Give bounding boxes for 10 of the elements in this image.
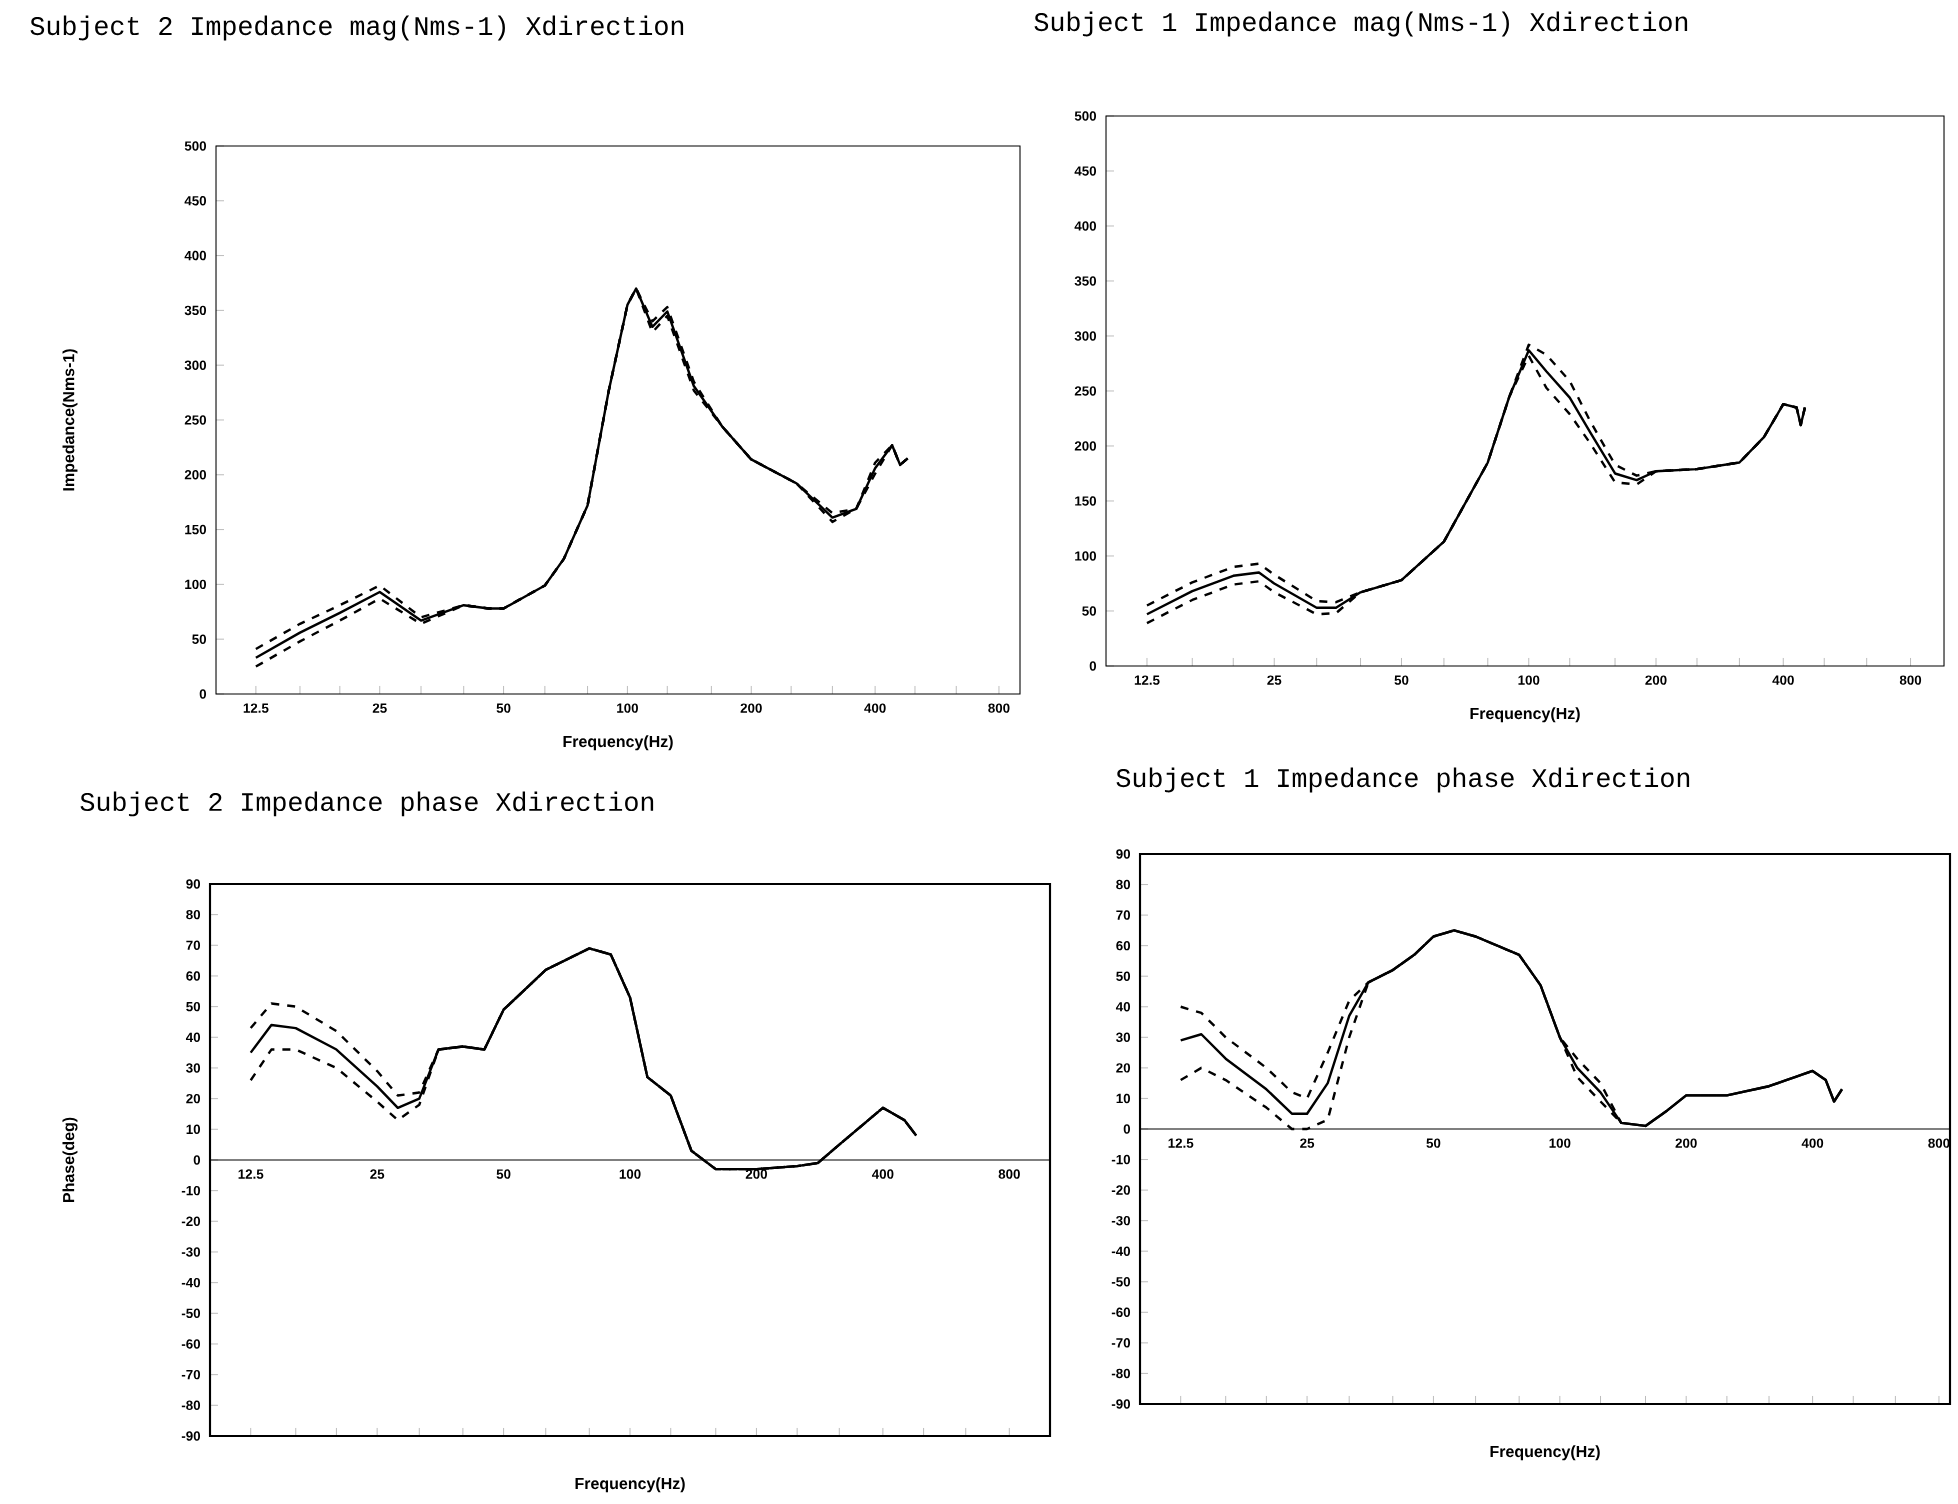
chart-title: Subject 2 Impedance mag(Nms-1) Xdirection — [30, 15, 684, 41]
y-axis-title: Impedance(Nms-1) — [62, 349, 78, 491]
chart-title: Subject 1 Impedance phase Xdirection — [1116, 767, 1690, 793]
x-axis-title: Frequency(Hz) — [1470, 707, 1580, 723]
chart-title: Subject 1 Impedance mag(Nms-1) Xdirection — [1034, 11, 1688, 37]
y-axis-title: Phase(deg) — [62, 1117, 78, 1202]
x-axis-title: Frequency(Hz) — [563, 735, 673, 751]
x-axis-title: Frequency(Hz) — [1490, 1445, 1600, 1461]
x-axis-title: Frequency(Hz) — [575, 1477, 685, 1493]
chart-title: Subject 2 Impedance phase Xdirection — [80, 791, 654, 817]
